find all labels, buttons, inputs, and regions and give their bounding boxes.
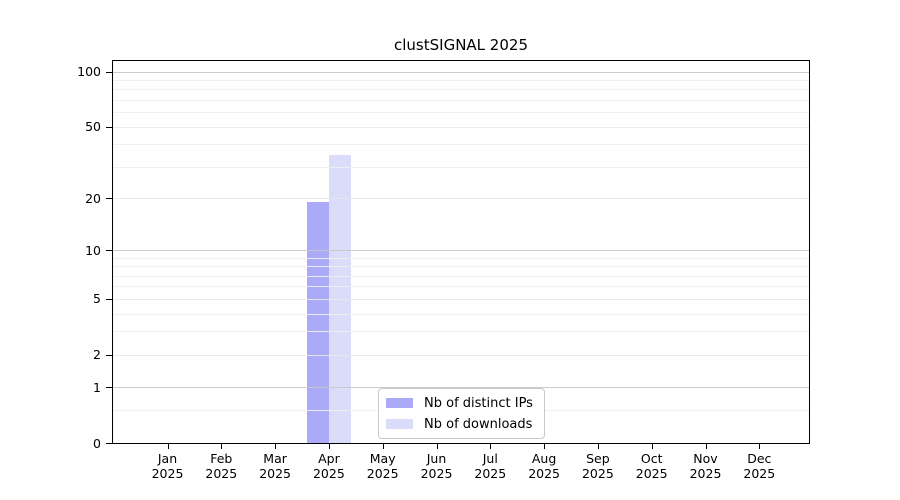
x-tick-label: Nov 2025: [689, 451, 722, 481]
legend-item: Nb of downloads: [386, 416, 536, 432]
legend-swatch: [386, 398, 413, 408]
y-tick-label: 1: [93, 379, 101, 395]
y-tick-label: 100: [77, 64, 101, 80]
y-tick-label: 5: [93, 291, 101, 307]
gridline: [113, 71, 809, 73]
gridline: [113, 266, 809, 268]
x-tick: [436, 444, 438, 449]
legend: Nb of distinct IPs Nb of downloads: [378, 388, 545, 439]
x-tick-label: Dec 2025: [743, 451, 776, 481]
y-tick: [106, 298, 112, 300]
gridline: [113, 250, 809, 252]
y-tick: [106, 250, 112, 252]
x-tick-label: Sep 2025: [581, 451, 614, 481]
plot-area: 0 1 2 5 10 20 50 100 Jan 2025 Feb 2025 Mar 2025 Apr 202…: [77, 60, 810, 481]
chart-title: clustSIGNAL 2025: [394, 36, 528, 54]
x-tick: [167, 444, 169, 449]
gridline: [113, 313, 809, 315]
gridline: [113, 275, 809, 277]
y-tick: [106, 198, 112, 200]
gridline: [113, 331, 809, 333]
y-tick: [106, 443, 112, 444]
x-tick: [382, 444, 384, 449]
gridline: [113, 198, 809, 200]
gridline: [113, 126, 809, 128]
x-tick: [544, 444, 546, 449]
x-tick-label: May 2025: [366, 451, 399, 481]
x-tick: [759, 444, 761, 449]
x-tick: [221, 444, 223, 449]
bar-downloads: [328, 154, 351, 443]
y-tick-label: 20: [85, 190, 101, 206]
gridline: [113, 166, 809, 168]
x-tick: [275, 444, 277, 449]
gridline: [113, 112, 809, 114]
gridline: [113, 354, 809, 356]
x-tick: [328, 444, 330, 449]
x-tick: [705, 444, 707, 449]
x-tick: [597, 444, 599, 449]
legend-label: Nb of distinct IPs: [424, 395, 533, 411]
gridline: [113, 144, 809, 146]
x-tick-label: Aug 2025: [528, 451, 560, 481]
gridline: [113, 298, 809, 300]
x-tick-label: Jan 2025: [151, 451, 184, 481]
y-tick-label: 0: [93, 435, 101, 451]
legend-label: Nb of downloads: [424, 416, 533, 432]
y-tick-label: 50: [85, 119, 101, 135]
x-tick-label: Jun 2025: [420, 451, 453, 481]
x-tick: [490, 444, 492, 449]
gridline: [113, 100, 809, 101]
x-tick-label: Apr 2025: [312, 451, 345, 481]
y-tick: [106, 387, 112, 389]
x-tick-label: Mar 2025: [259, 451, 291, 481]
x-tick: [651, 444, 653, 449]
gridline: [113, 89, 809, 91]
y-tick: [106, 126, 112, 128]
gridline: [113, 257, 809, 259]
bar-distinct-ips: [306, 201, 329, 443]
legend-swatch: [386, 419, 413, 429]
legend-item: Nb of distinct IPs: [386, 395, 536, 411]
gridline: [113, 286, 809, 288]
y-tick-label: 2: [93, 347, 101, 363]
gridline: [113, 80, 809, 82]
x-tick-label: Feb 2025: [205, 451, 238, 481]
x-tick-label: Oct 2025: [635, 451, 668, 481]
y-tick: [106, 354, 112, 356]
y-tick: [106, 71, 112, 73]
x-tick-label: Jul 2025: [474, 451, 507, 481]
y-tick-label: 10: [85, 242, 101, 258]
